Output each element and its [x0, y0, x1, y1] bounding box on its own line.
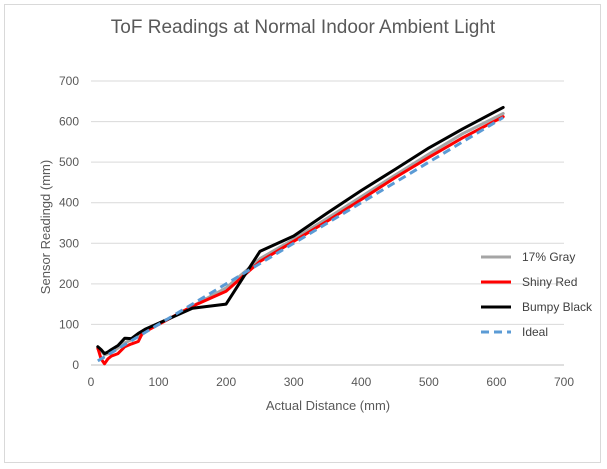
y-tick-label: 500 [59, 155, 79, 169]
legend-label-shiny-red: Shiny Red [522, 275, 577, 289]
x-tick-label: 100 [149, 375, 169, 389]
x-tick-label: 300 [284, 375, 304, 389]
legend-label-bumpy-black: Bumpy Black [522, 300, 593, 314]
x-tick-label: 500 [419, 375, 439, 389]
legend-label-ideal: Ideal [522, 325, 548, 339]
legend-label-17-gray: 17% Gray [522, 250, 575, 264]
y-tick-labels: 0 100 200 300 400 500 600 700 [59, 74, 79, 372]
y-tick-label: 100 [59, 317, 79, 331]
series-lines [96, 105, 505, 366]
y-tick-label: 300 [59, 236, 79, 250]
y-tick-label: 600 [59, 115, 79, 129]
y-tick-label: 0 [72, 358, 79, 372]
legend: 17% Gray Shiny Red Bumpy Black Ideal [481, 250, 593, 339]
x-axis-label: Actual Distance (mm) [266, 398, 390, 413]
x-tick-label: 700 [554, 375, 574, 389]
x-tick-labels: 0 100 200 300 400 500 600 700 [88, 375, 575, 389]
y-tick-label: 400 [59, 196, 79, 210]
x-tick-label: 400 [351, 375, 371, 389]
y-tick-label: 200 [59, 277, 79, 291]
x-tick-label: 200 [216, 375, 236, 389]
x-tick-label: 600 [486, 375, 506, 389]
x-tick-label: 0 [88, 375, 95, 389]
y-axis-label: Sensor Readingd (mm) [38, 160, 53, 294]
chart-title: ToF Readings at Normal Indoor Ambient Li… [111, 17, 496, 38]
series-line-shiny-red [96, 115, 505, 366]
series-line-ideal [97, 116, 504, 363]
y-tick-label: 700 [59, 74, 79, 88]
